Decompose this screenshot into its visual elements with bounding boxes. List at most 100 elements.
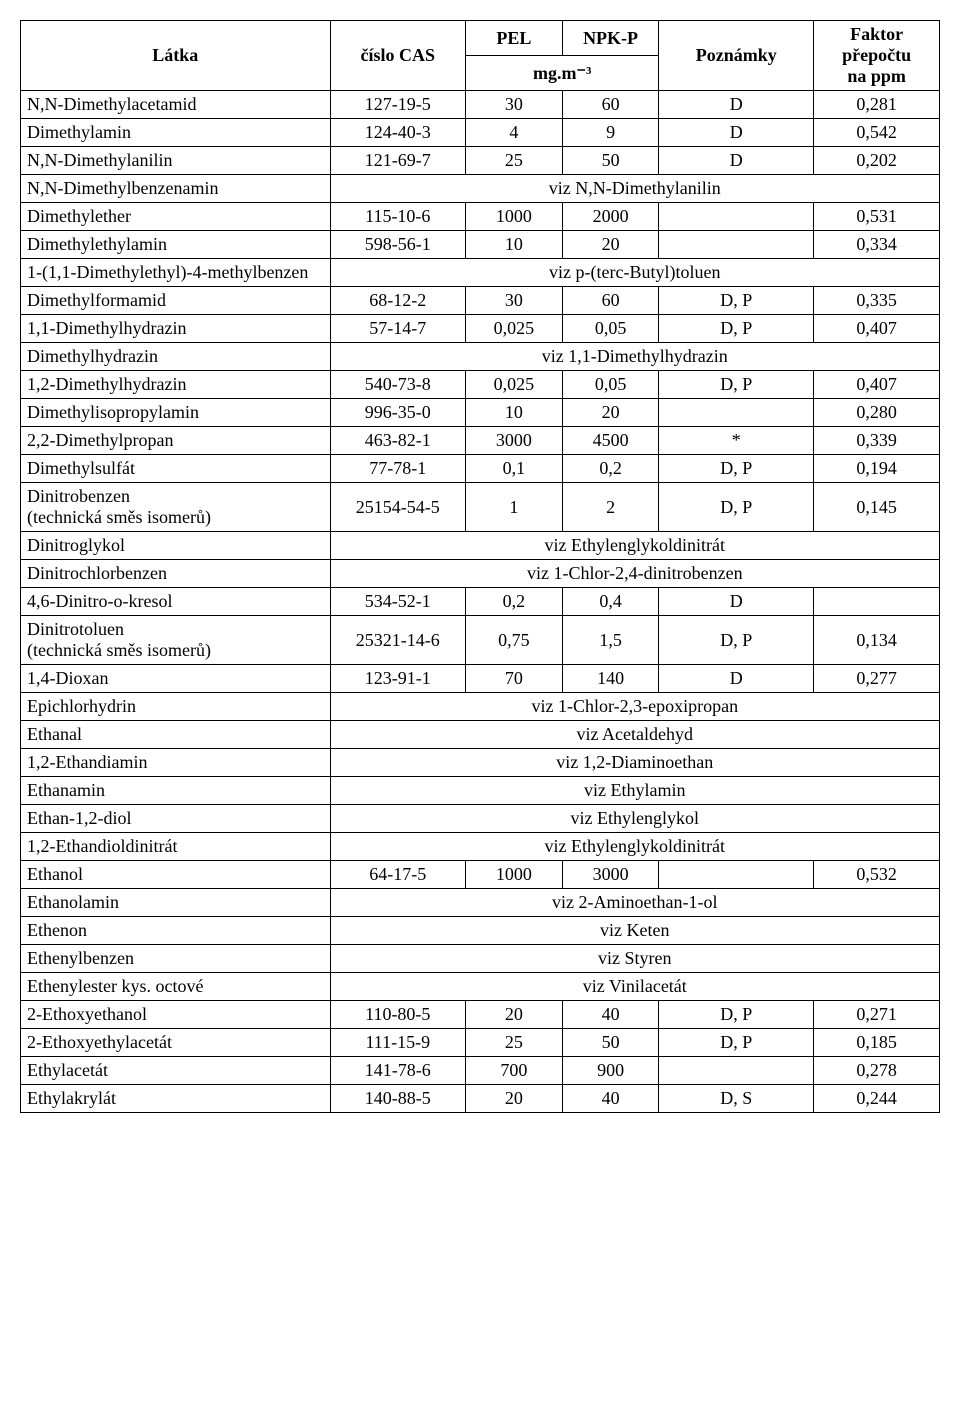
cell-poznamky: D [659, 119, 814, 147]
cell-faktor: 0,531 [814, 203, 940, 231]
cell-faktor: 0,532 [814, 861, 940, 889]
cell-faktor: 0,334 [814, 231, 940, 259]
table-row: 4,6-Dinitro-o-kresol534-52-10,20,4D [21, 588, 940, 616]
cell-pel: 25 [465, 147, 562, 175]
cell-faktor: 0,335 [814, 287, 940, 315]
cell-faktor: 0,542 [814, 119, 940, 147]
table-row: Dinitrochlorbenzenviz 1-Chlor-2,4-dinitr… [21, 560, 940, 588]
table-row: 1,2-Dimethylhydrazin540-73-80,0250,05D, … [21, 371, 940, 399]
cell-latka: Dinitrotoluen(technická směs isomerů) [21, 616, 331, 665]
cell-poznamky: D, P [659, 371, 814, 399]
header-latka: Látka [21, 21, 331, 91]
cell-cas: 64-17-5 [330, 861, 465, 889]
cell-latka: Ethenon [21, 917, 331, 945]
cell-faktor: 0,244 [814, 1085, 940, 1113]
cell-cas: 68-12-2 [330, 287, 465, 315]
table-row: Dimethylformamid68-12-23060D, P0,335 [21, 287, 940, 315]
table-row: Ethanol64-17-5100030000,532 [21, 861, 940, 889]
cell-npk: 0,4 [562, 588, 659, 616]
cell-npk: 0,05 [562, 371, 659, 399]
cell-cas: 25321-14-6 [330, 616, 465, 665]
table-row: Dimethylether115-10-6100020000,531 [21, 203, 940, 231]
table-row: Ethanalviz Acetaldehyd [21, 721, 940, 749]
cell-npk: 20 [562, 399, 659, 427]
cell-poznamky [659, 203, 814, 231]
cell-pel: 20 [465, 1001, 562, 1029]
cell-reference: viz Ethylenglykoldinitrát [330, 833, 939, 861]
cell-latka: Ethenylbenzen [21, 945, 331, 973]
table-row: 1,2-Ethandioldinitrátviz Ethylenglykoldi… [21, 833, 940, 861]
cell-faktor: 0,185 [814, 1029, 940, 1057]
cell-faktor: 0,202 [814, 147, 940, 175]
cell-poznamky: D [659, 665, 814, 693]
cell-poznamky [659, 399, 814, 427]
table-row: 1,2-Ethandiaminviz 1,2-Diaminoethan [21, 749, 940, 777]
cell-cas: 57-14-7 [330, 315, 465, 343]
cell-latka: 4,6-Dinitro-o-kresol [21, 588, 331, 616]
cell-pel: 1 [465, 483, 562, 532]
cell-latka: 1,2-Ethandiamin [21, 749, 331, 777]
cell-pel: 0,025 [465, 315, 562, 343]
table-row: N,N-Dimethylbenzenaminviz N,N-Dimethylan… [21, 175, 940, 203]
header-npk: NPK-P [562, 21, 659, 56]
chemical-limits-table: Látka číslo CAS PEL NPK-P Poznámky Fakto… [20, 20, 940, 1113]
table-row: Ethenylbenzenviz Styren [21, 945, 940, 973]
cell-reference: viz 1,1-Dimethylhydrazin [330, 343, 939, 371]
table-row: Ethenylester kys. octovéviz Vinilacetát [21, 973, 940, 1001]
cell-latka: Ethanolamin [21, 889, 331, 917]
cell-reference: viz Ethylenglykol [330, 805, 939, 833]
cell-latka: N,N-Dimethylacetamid [21, 91, 331, 119]
cell-cas: 110-80-5 [330, 1001, 465, 1029]
cell-poznamky: D [659, 91, 814, 119]
cell-pel: 10 [465, 399, 562, 427]
cell-npk: 0,2 [562, 455, 659, 483]
cell-pel: 1000 [465, 861, 562, 889]
cell-poznamky: D, P [659, 315, 814, 343]
table-row: Epichlorhydrinviz 1-Chlor-2,3-epoxipropa… [21, 693, 940, 721]
cell-cas: 140-88-5 [330, 1085, 465, 1113]
cell-npk: 9 [562, 119, 659, 147]
cell-faktor: 0,278 [814, 1057, 940, 1085]
cell-cas: 534-52-1 [330, 588, 465, 616]
cell-cas: 127-19-5 [330, 91, 465, 119]
cell-latka: Dimethylisopropylamin [21, 399, 331, 427]
header-unit: mg.m⁻³ [465, 56, 658, 91]
cell-pel: 4 [465, 119, 562, 147]
cell-latka: Dimethylether [21, 203, 331, 231]
cell-latka: Ethan-1,2-diol [21, 805, 331, 833]
table-row: Ethenonviz Keten [21, 917, 940, 945]
cell-npk: 0,05 [562, 315, 659, 343]
table-row: Dimethylsulfát77-78-10,10,2D, P0,194 [21, 455, 940, 483]
cell-npk: 40 [562, 1085, 659, 1113]
cell-faktor: 0,194 [814, 455, 940, 483]
cell-faktor: 0,407 [814, 371, 940, 399]
cell-cas: 121-69-7 [330, 147, 465, 175]
table-row: Dinitroglykolviz Ethylenglykoldinitrát [21, 532, 940, 560]
cell-npk: 1,5 [562, 616, 659, 665]
table-row: 2-Ethoxyethylacetát111-15-92550D, P0,185 [21, 1029, 940, 1057]
cell-poznamky: D, P [659, 616, 814, 665]
cell-npk: 2 [562, 483, 659, 532]
cell-npk: 900 [562, 1057, 659, 1085]
cell-faktor: 0,339 [814, 427, 940, 455]
cell-latka: Ethylakrylát [21, 1085, 331, 1113]
table-body: N,N-Dimethylacetamid127-19-53060D0,281 Di… [21, 91, 940, 1113]
cell-pel: 0,025 [465, 371, 562, 399]
cell-cas: 996-35-0 [330, 399, 465, 427]
cell-cas: 598-56-1 [330, 231, 465, 259]
cell-cas: 115-10-6 [330, 203, 465, 231]
cell-pel: 25 [465, 1029, 562, 1057]
cell-reference: viz N,N-Dimethylanilin [330, 175, 939, 203]
cell-latka: Ethanamin [21, 777, 331, 805]
cell-latka: Epichlorhydrin [21, 693, 331, 721]
cell-reference: viz Vinilacetát [330, 973, 939, 1001]
table-row: N,N-Dimethylanilin121-69-72550D0,202 [21, 147, 940, 175]
cell-latka: N,N-Dimethylanilin [21, 147, 331, 175]
cell-poznamky: D [659, 588, 814, 616]
cell-faktor: 0,280 [814, 399, 940, 427]
cell-latka: 1,2-Ethandioldinitrát [21, 833, 331, 861]
cell-reference: viz Keten [330, 917, 939, 945]
cell-latka: 1,2-Dimethylhydrazin [21, 371, 331, 399]
table-row: N,N-Dimethylacetamid127-19-53060D0,281 [21, 91, 940, 119]
cell-latka: Dimethylformamid [21, 287, 331, 315]
